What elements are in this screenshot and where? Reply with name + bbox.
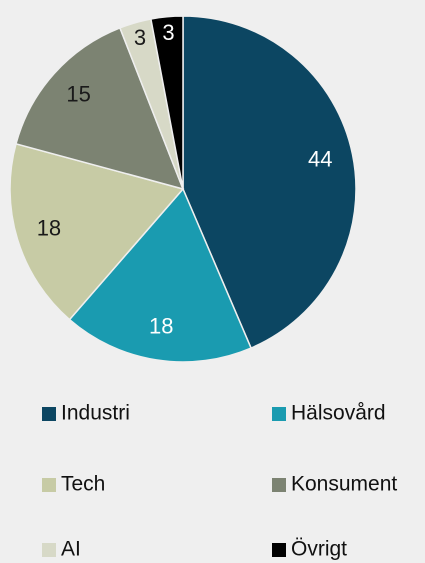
legend-swatch [42,543,56,557]
slice-label: 15 [66,81,90,106]
legend-label: Övrigt [291,538,347,561]
slice-label: 3 [162,20,174,45]
legend-label: Industri [61,402,130,425]
pie-slice [150,15,184,190]
pie-slice [9,142,185,321]
legend-label: Konsument [291,473,397,496]
legend-label: Hälsovård [291,402,386,425]
legend-label: Tech [61,473,105,496]
legend-swatch [42,407,56,421]
pie-slice [68,187,253,363]
legend-swatch [272,543,286,557]
legend-swatch [272,407,286,421]
slice-label: 44 [308,147,332,172]
legend-label: AI [61,538,81,561]
legend-swatch [42,478,56,492]
slice-label: 18 [37,216,61,241]
pie-slice [15,26,185,191]
legend-swatch [272,478,286,492]
slice-label: 18 [149,313,173,338]
slice-label: 3 [134,25,146,50]
pie-slice [182,15,357,350]
